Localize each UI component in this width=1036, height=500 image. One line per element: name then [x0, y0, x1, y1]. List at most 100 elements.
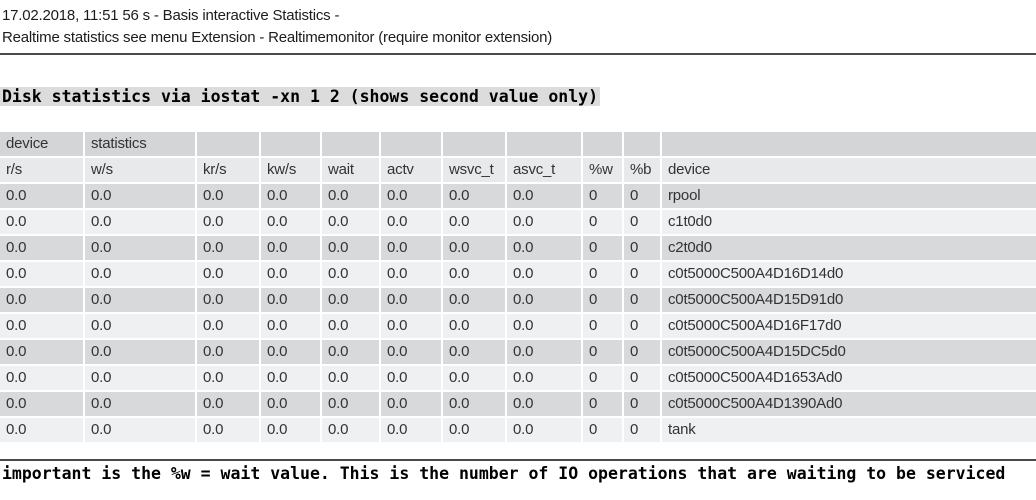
stat-cell: 0.0: [0, 418, 83, 442]
page-header: 17.02.2018, 11:51 56 s - Basis interacti…: [0, 0, 1036, 49]
stat-cell: 0.0: [0, 236, 83, 260]
stat-cell: 0.0: [85, 288, 195, 312]
stat-cell: 0.0: [443, 262, 505, 286]
table-row: 0.0 0.0 0.0 0.0 0.0 0.0 0.0 0.0 0 0 c0t5000C500A4D…: [0, 288, 1036, 312]
column-header-cell: kw/s: [261, 158, 320, 182]
stat-cell: 0.0: [443, 210, 505, 234]
table-row: 0.0 0.0 0.0 0.0 0.0 0.0 0.0 0.0 0 0 tank: [0, 418, 1036, 442]
group-header-statistics: statistics: [85, 132, 195, 156]
device-cell: tank: [662, 418, 1036, 442]
group-header-empty-cell: [507, 132, 581, 156]
stat-cell: 0.0: [85, 418, 195, 442]
device-cell: c0t5000C500A4D15D91d0: [662, 288, 1036, 312]
stat-cell: 0.0: [261, 288, 320, 312]
table-row: 0.0 0.0 0.0 0.0 0.0 0.0 0.0 0.0 0 0 c1t0d0: [0, 210, 1036, 234]
table-row: 0.0 0.0 0.0 0.0 0.0 0.0 0.0 0.0 0 0 c0t5000C500A4D…: [0, 392, 1036, 416]
stat-cell: 0: [624, 340, 660, 364]
stat-cell: 0.0: [85, 340, 195, 364]
group-header-empty-cell: [624, 132, 660, 156]
stat-cell: 0.0: [197, 288, 259, 312]
stat-cell: 0.0: [443, 418, 505, 442]
table-row: 0.0 0.0 0.0 0.0 0.0 0.0 0.0 0.0 0 0 c0t5000C500A4D…: [0, 340, 1036, 364]
stat-cell: 0: [583, 314, 622, 338]
stat-cell: 0: [624, 210, 660, 234]
stat-cell: 0.0: [322, 184, 379, 208]
stat-cell: 0.0: [322, 418, 379, 442]
stat-cell: 0: [583, 340, 622, 364]
stat-cell: 0: [624, 288, 660, 312]
stat-cell: 0.0: [85, 392, 195, 416]
stat-cell: 0.0: [0, 314, 83, 338]
stat-cell: 0: [583, 418, 622, 442]
table-wrap: device statistics r/s w/s kr/s kw/s wait actv ws…: [0, 130, 1036, 444]
table-row: 0.0 0.0 0.0 0.0 0.0 0.0 0.0 0.0 0 0 c2t0d0: [0, 236, 1036, 260]
stat-cell: 0.0: [381, 314, 441, 338]
stat-cell: 0.0: [197, 392, 259, 416]
stat-cell: 0.0: [381, 366, 441, 390]
stat-cell: 0.0: [261, 392, 320, 416]
stat-cell: 0.0: [0, 392, 83, 416]
stat-cell: 0.0: [261, 184, 320, 208]
stat-cell: 0.0: [261, 262, 320, 286]
stat-cell: 0.0: [381, 262, 441, 286]
disk-stats-table: device statistics r/s w/s kr/s kw/s wait actv ws…: [0, 130, 1036, 444]
column-header-cell: kr/s: [197, 158, 259, 182]
stat-cell: 0.0: [322, 210, 379, 234]
stat-cell: 0.0: [381, 210, 441, 234]
stat-cell: 0: [583, 184, 622, 208]
table-column-header-row: r/s w/s kr/s kw/s wait actv wsvc_t asvc_t %w %b de…: [0, 158, 1036, 182]
stat-cell: 0.0: [197, 418, 259, 442]
stat-cell: 0.0: [0, 262, 83, 286]
group-header-empty-cell: [322, 132, 379, 156]
stat-cell: 0.0: [443, 392, 505, 416]
stat-cell: 0.0: [85, 314, 195, 338]
stat-cell: 0.0: [85, 366, 195, 390]
stat-cell: 0.0: [507, 236, 581, 260]
device-cell: c2t0d0: [662, 236, 1036, 260]
stat-cell: 0.0: [197, 340, 259, 364]
stat-cell: 0: [624, 392, 660, 416]
stat-cell: 0.0: [507, 418, 581, 442]
column-header-cell: device: [662, 158, 1036, 182]
stat-cell: 0: [583, 288, 622, 312]
stat-cell: 0.0: [322, 366, 379, 390]
header-line-realtime-hint: Realtime statistics see menu Extension -…: [2, 29, 553, 46]
footer-note: important is the %w = wait value. This i…: [2, 464, 1006, 483]
stat-cell: 0.0: [85, 262, 195, 286]
column-header-cell: %b: [624, 158, 660, 182]
device-cell: c0t5000C500A4D16F17d0: [662, 314, 1036, 338]
stat-cell: 0.0: [322, 236, 379, 260]
stat-cell: 0.0: [381, 236, 441, 260]
stat-cell: 0.0: [197, 184, 259, 208]
stat-cell: 0.0: [261, 366, 320, 390]
stat-cell: 0.0: [322, 288, 379, 312]
stat-cell: 0.0: [381, 418, 441, 442]
stat-cell: 0.0: [0, 210, 83, 234]
stat-cell: 0.0: [0, 340, 83, 364]
stat-cell: 0.0: [381, 392, 441, 416]
stat-cell: 0.0: [443, 340, 505, 364]
stat-cell: 0.0: [507, 288, 581, 312]
stat-cell: 0.0: [507, 210, 581, 234]
stat-cell: 0.0: [0, 184, 83, 208]
table-row: 0.0 0.0 0.0 0.0 0.0 0.0 0.0 0.0 0 0 rpool: [0, 184, 1036, 208]
stat-cell: 0.0: [381, 340, 441, 364]
top-divider: [0, 53, 1036, 55]
stat-cell: 0.0: [443, 288, 505, 312]
stat-cell: 0: [583, 210, 622, 234]
stat-cell: 0.0: [381, 184, 441, 208]
stat-cell: 0: [624, 184, 660, 208]
device-cell: rpool: [662, 184, 1036, 208]
stat-cell: 0.0: [507, 262, 581, 286]
group-header-empty-cell: [583, 132, 622, 156]
stat-cell: 0.0: [443, 314, 505, 338]
stat-cell: 0: [624, 262, 660, 286]
section-title: Disk statistics via iostat -xn 1 2 (show…: [0, 87, 601, 106]
stat-cell: 0.0: [0, 288, 83, 312]
stat-cell: 0.0: [507, 184, 581, 208]
stat-cell: 0.0: [381, 288, 441, 312]
stat-cell: 0.0: [443, 236, 505, 260]
bottom-divider: [0, 459, 1036, 461]
stat-cell: 0.0: [507, 392, 581, 416]
